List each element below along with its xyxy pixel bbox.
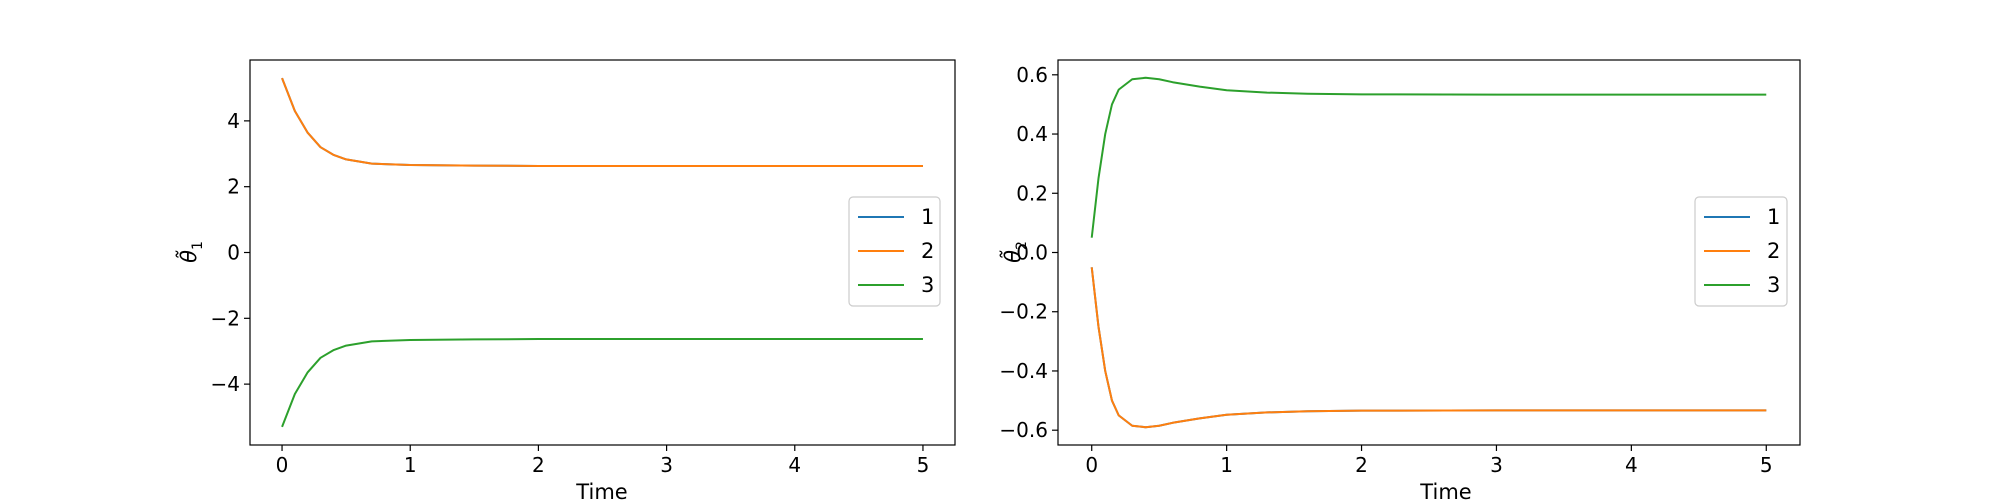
legend-label-1-3: 3 [921,273,934,297]
y-tick-label: 0.6 [1016,63,1048,87]
x-tick-label: 4 [1625,453,1638,477]
y-tick-label: −2 [211,306,240,330]
y-tick-label: 4 [227,109,240,133]
legend-1: 1 2 3 [848,196,941,307]
y-tick-label: 0 [227,241,240,265]
x-tick-label: 4 [788,453,801,477]
subplot-1: 0 1 2 3 4 5 −4 −2 0 2 4 Time θ̃1 1 2 3 [174,59,956,500]
subplot-2: 0 1 2 3 4 5 −0.6 −0.4 −0.2 0.0 0.2 0.4 0.6 Time θ̃2… [998,59,1801,500]
y-ticks-2: −0.6 −0.4 −0.2 0.0 0.2 0.4 0.6 [999,63,1058,442]
x-tick-label: 1 [404,453,417,477]
series-line-3 [281,338,923,428]
y-tick-label: 0.2 [1016,181,1048,205]
y-ticks-1: −4 −2 0 2 4 [211,109,250,396]
y-tick-label: −0.2 [999,300,1048,324]
x-tick-label: 0 [276,453,289,477]
legend-label-1-2: 2 [921,239,934,263]
series-line-2 [1090,267,1767,429]
y-axis-label-1: θ̃1 [174,241,206,263]
x-axis-label-1: Time [575,480,627,500]
legend-label-2-3: 3 [1767,273,1780,297]
x-tick-label: 0 [1085,453,1098,477]
x-ticks-1: 0 1 2 3 4 5 [276,445,930,477]
legend-label-2-2: 2 [1767,239,1780,263]
series-line-2 [281,77,923,167]
x-axis-label-2: Time [1419,480,1471,500]
x-tick-label: 1 [1220,453,1233,477]
series-line-3 [1090,76,1767,238]
y-tick-label: −0.4 [999,359,1048,383]
legend-label-2-1: 1 [1767,205,1780,229]
legend-2: 1 2 3 [1694,196,1788,307]
x-tick-label: 5 [917,453,930,477]
x-tick-label: 3 [1490,453,1503,477]
y-tick-label: 0.4 [1016,122,1048,146]
x-tick-label: 5 [1760,453,1773,477]
x-tick-label: 2 [1355,453,1368,477]
y-axis-label-2: θ̃2 [998,241,1030,263]
x-ticks-2: 0 1 2 3 4 5 [1085,445,1773,477]
y-tick-label: −0.6 [999,418,1048,442]
legend-label-1-1: 1 [921,205,934,229]
y-tick-label: 2 [227,175,240,199]
series-layer-2 [1090,76,1767,429]
x-tick-label: 2 [532,453,545,477]
y-tick-label: −4 [211,372,240,396]
y-tick-label: 0.0 [1016,241,1048,265]
x-tick-label: 3 [660,453,673,477]
series-layer-1 [281,77,923,428]
